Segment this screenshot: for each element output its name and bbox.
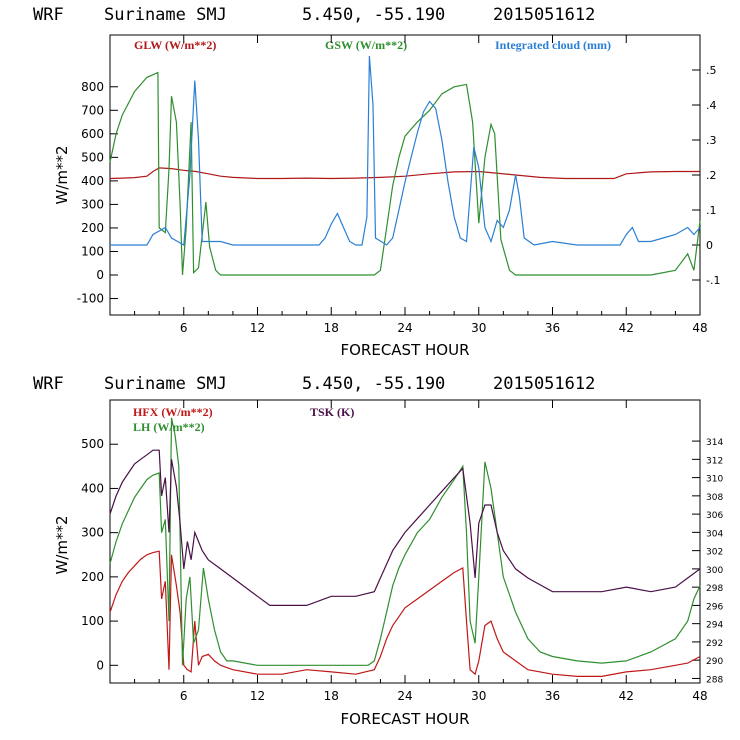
y2-tick-label: 0	[706, 239, 713, 252]
legend-hfx: HFX (W/m**2)	[133, 405, 213, 419]
legend-glw: GLW (W/m**2)	[134, 38, 216, 52]
y2-tick-label: 312	[706, 456, 723, 466]
y2-tick-label: .2	[706, 169, 717, 182]
x-tick-label: 30	[471, 321, 486, 335]
y2-tick-label: .4	[706, 99, 717, 112]
y2-tick-label: 314	[706, 438, 723, 448]
x-axis-label: FORECAST HOUR	[340, 710, 469, 728]
x-tick-label: 12	[250, 321, 265, 335]
y-tick-label: -100	[77, 292, 104, 306]
y-tick-label: 0	[96, 268, 104, 282]
title-model: WRF	[33, 5, 64, 25]
legend-cloud: Integrated cloud (mm)	[495, 38, 611, 52]
y-tick-label: 400	[81, 481, 104, 495]
panel-top: WRF Suriname SMJ 5.450, -55.190 20150516…	[33, 5, 720, 359]
y-tick-label: 100	[81, 614, 104, 628]
title-coords: 5.450, -55.190	[302, 5, 445, 25]
y2-tick-label: 288	[706, 675, 723, 685]
series-line-lh	[109, 417, 701, 666]
y-tick-label: 500	[81, 150, 104, 164]
x-tick-label: 48	[692, 321, 707, 335]
x-axis-label: FORECAST HOUR	[340, 341, 469, 359]
y-tick-label: 200	[81, 570, 104, 584]
y-tick-label: 300	[81, 197, 104, 211]
x-tick-label: 36	[545, 689, 560, 703]
title-coords: 5.450, -55.190	[302, 374, 445, 394]
legend-tsk: TSK (K)	[310, 405, 354, 419]
x-tick-label: 18	[324, 321, 339, 335]
x-tick-label: 18	[324, 689, 339, 703]
title-model: WRF	[33, 374, 64, 394]
y-tick-label: 0	[96, 658, 104, 672]
y2-tick-label: .1	[706, 204, 717, 217]
legend-lh: LH (W/m**2)	[133, 420, 205, 434]
y2-tick-label: 302	[706, 548, 723, 558]
x-tick-label: 24	[397, 689, 412, 703]
series-line-cloud	[110, 55, 701, 246]
x-tick-label: 6	[180, 689, 188, 703]
y-tick-label: 100	[81, 244, 104, 258]
x-tick-label: 42	[619, 689, 634, 703]
title-date: 2015051612	[493, 5, 595, 25]
y-axis-label: W/m**2	[53, 515, 71, 574]
y2-tick-label: .3	[706, 134, 717, 147]
y-axis-label: W/m**2	[53, 145, 71, 204]
y2-tick-label: 300	[706, 566, 723, 576]
y-tick-label: 200	[81, 221, 104, 235]
series-line-gsw	[109, 71, 701, 276]
y-tick-label: 500	[81, 437, 104, 451]
y-tick-label: 400	[81, 174, 104, 188]
y-tick-label: 800	[81, 80, 104, 94]
y2-tick-label: .5	[706, 64, 717, 77]
x-tick-label: 42	[619, 321, 634, 335]
y-tick-label: 300	[81, 526, 104, 540]
legend-gsw: GSW (W/m**2)	[325, 38, 407, 52]
y2-tick-label: 310	[706, 475, 723, 485]
series-line-hfx	[109, 550, 701, 677]
series-line-glw	[109, 167, 700, 180]
y-tick-label: 600	[81, 127, 104, 141]
title-station: Suriname SMJ	[104, 5, 227, 25]
y-tick-label: 700	[81, 103, 104, 117]
y2-tick-label: 304	[706, 529, 723, 539]
x-tick-label: 36	[545, 321, 560, 335]
y2-tick-label: 294	[706, 621, 723, 631]
x-tick-label: 12	[250, 689, 265, 703]
y2-tick-label: 290	[706, 657, 723, 667]
title-date: 2015051612	[493, 374, 595, 394]
y2-tick-label: 308	[706, 493, 723, 503]
x-tick-label: 48	[692, 689, 707, 703]
series-line-tsk	[109, 449, 701, 606]
panel-bottom: WRF Suriname SMJ 5.450, -55.190 20150516…	[33, 374, 723, 728]
x-tick-label: 30	[471, 689, 486, 703]
title-station: Suriname SMJ	[104, 374, 227, 394]
y2-tick-label: 306	[706, 511, 723, 521]
y2-tick-label: 296	[706, 602, 723, 612]
y2-tick-label: -.1	[706, 274, 720, 287]
y2-tick-label: 298	[706, 584, 723, 594]
x-tick-label: 24	[397, 321, 412, 335]
plot-frame	[109, 34, 701, 316]
x-tick-label: 6	[180, 321, 188, 335]
y2-tick-label: 292	[706, 639, 723, 649]
